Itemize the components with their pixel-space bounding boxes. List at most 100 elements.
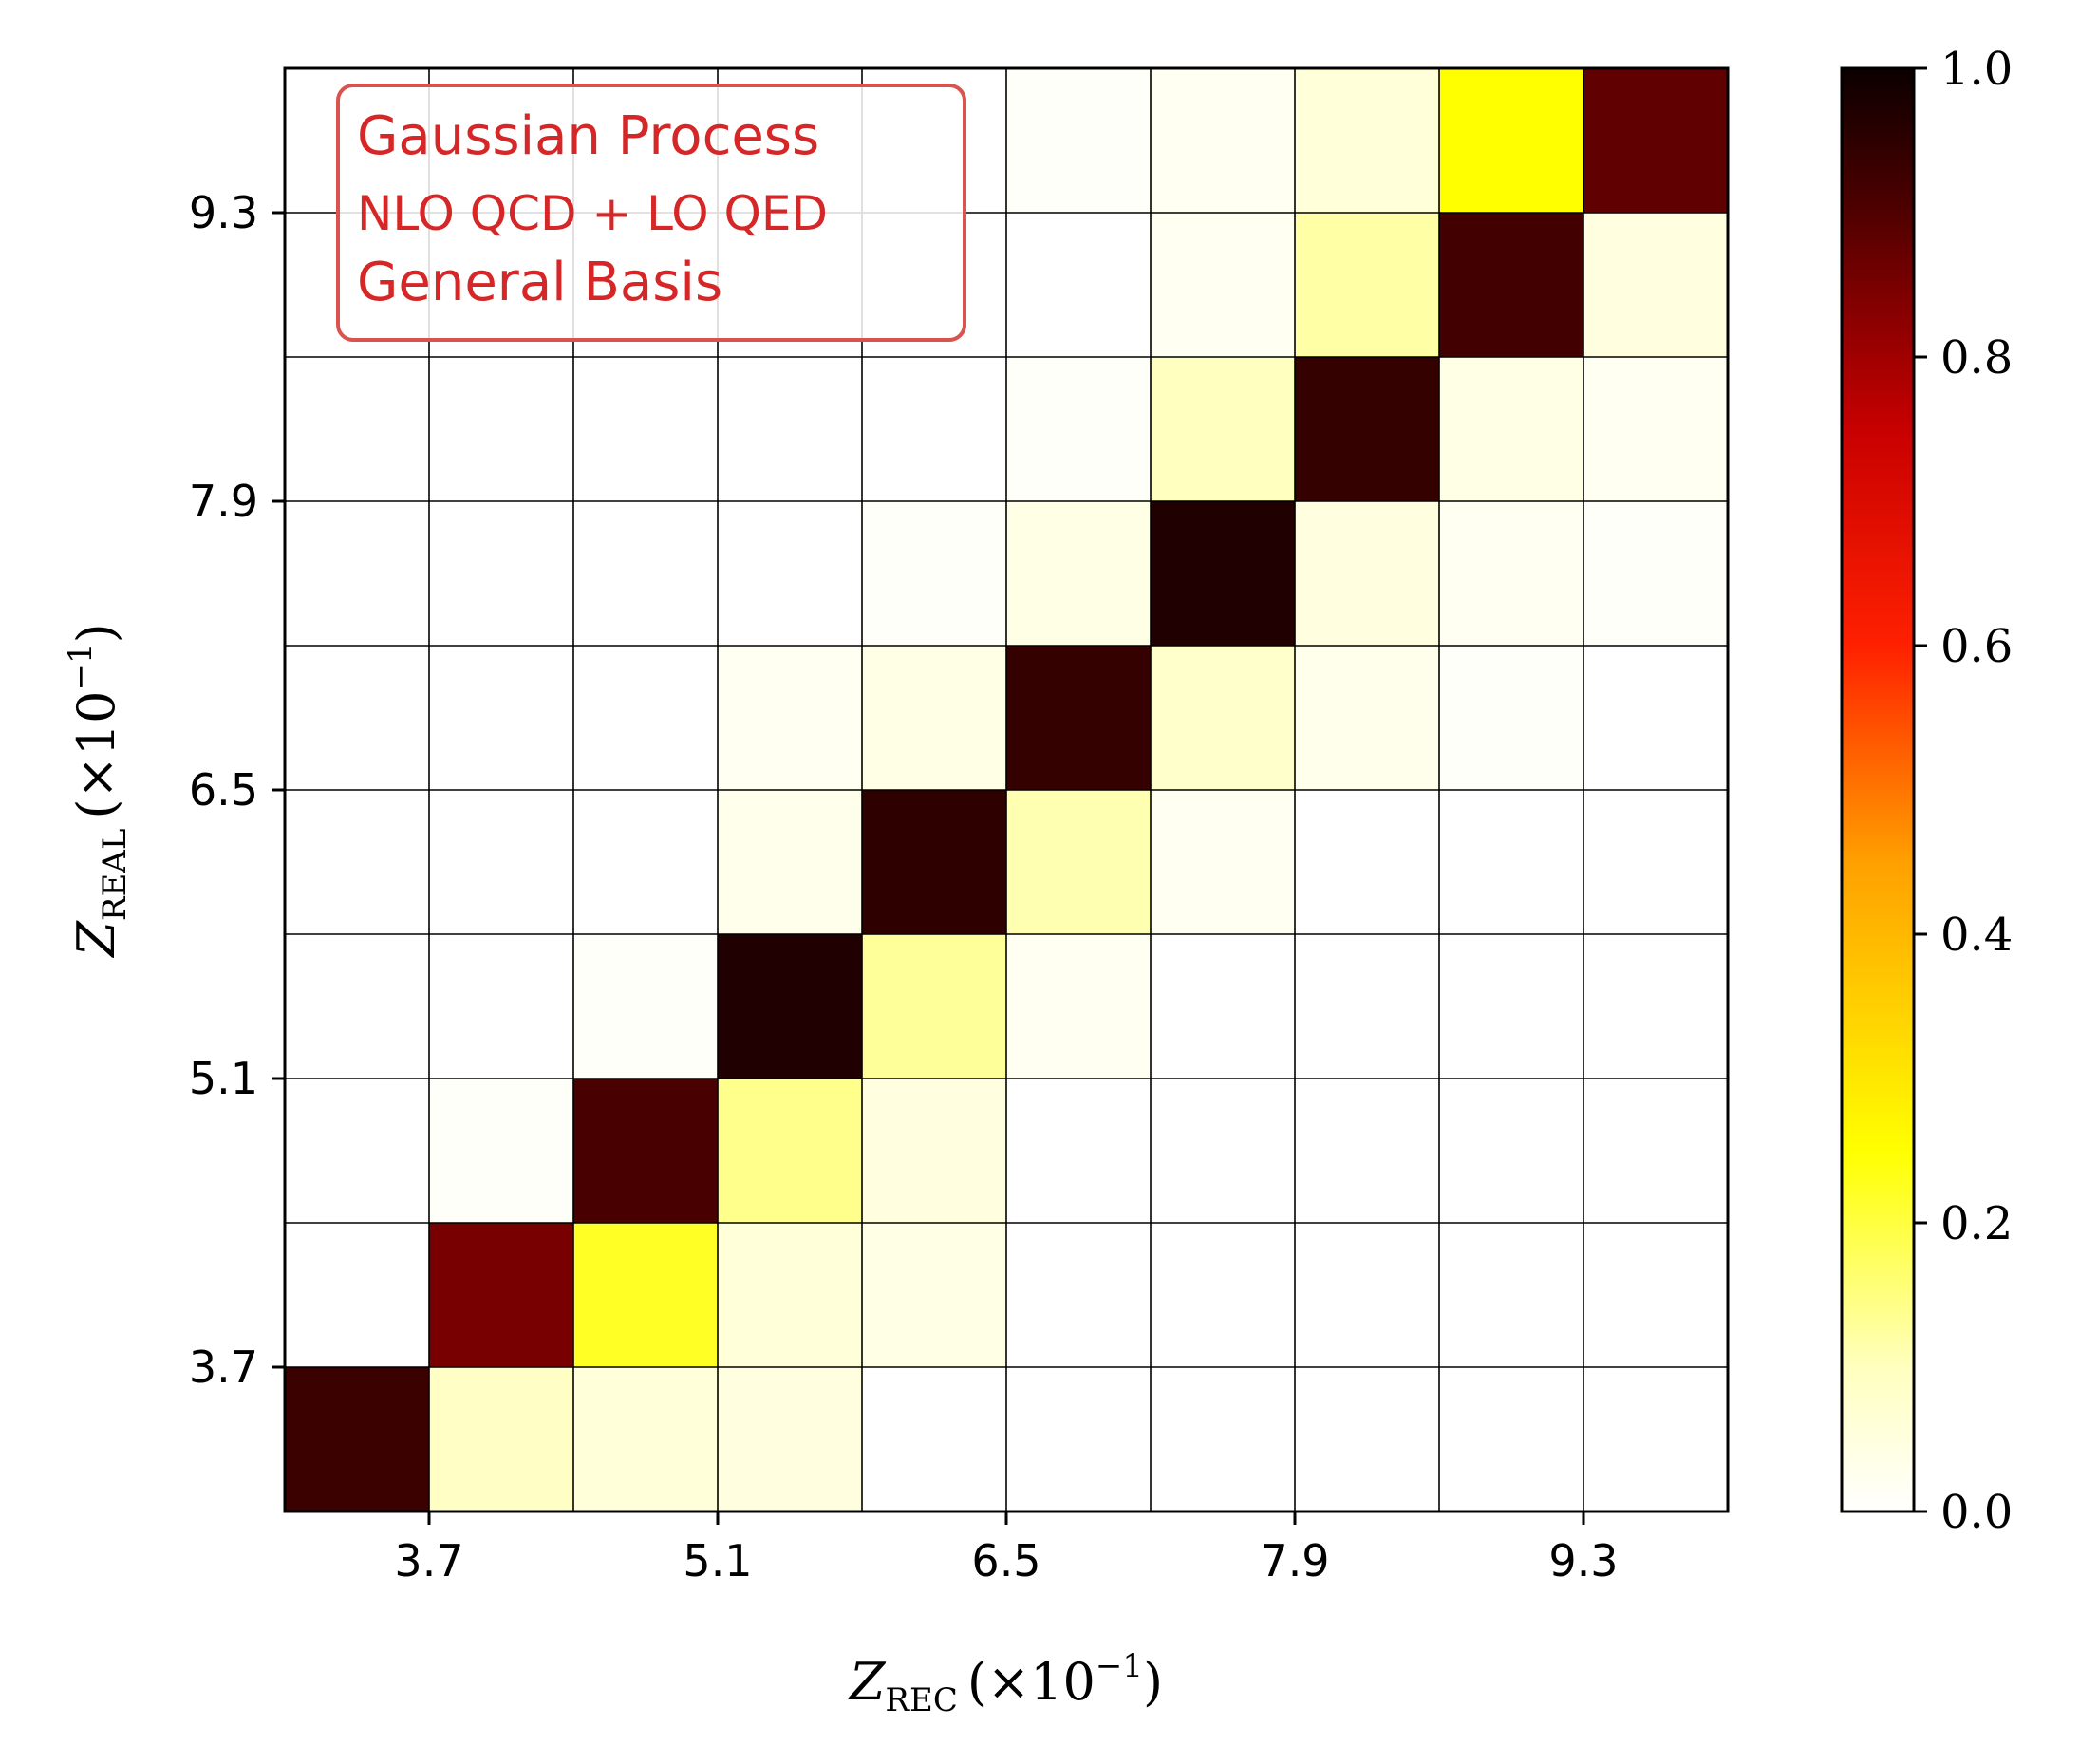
heatmap-cell <box>285 501 429 646</box>
grid-lines <box>285 68 1728 1511</box>
heatmap-cell <box>429 1223 573 1367</box>
heatmap-cell <box>1006 1079 1151 1223</box>
x-tick-label: 9.3 <box>1548 1535 1618 1586</box>
legend-line-3: General Basis <box>357 252 722 313</box>
heatmap-cell <box>1583 646 1728 790</box>
heatmap-cell <box>1006 1223 1151 1367</box>
colorbar: 0.0 0.2 0.4 0.6 0.8 1.0 <box>1840 43 2013 1539</box>
heatmap-cell <box>718 790 862 934</box>
heatmap-cell <box>1295 790 1439 934</box>
heatmap-cell <box>862 1367 1006 1511</box>
heatmap-cell <box>1583 213 1728 357</box>
heatmap-cell <box>573 646 718 790</box>
heatmap-cell <box>1006 68 1151 213</box>
heatmap-cell <box>1295 1223 1439 1367</box>
heatmap-cell <box>1151 68 1295 213</box>
y-tick-label: 7.9 <box>189 476 258 527</box>
heatmap-cell <box>862 1079 1006 1223</box>
heatmap-cell <box>1583 1079 1728 1223</box>
heatmap-cell <box>1151 934 1295 1079</box>
heatmap-cell <box>1151 790 1295 934</box>
heatmap-cell <box>1439 501 1583 646</box>
colorbar-tick-label: 0.2 <box>1940 1197 2013 1250</box>
heatmap-cell <box>718 646 862 790</box>
heatmap-cell <box>429 357 573 501</box>
heatmap-cell <box>1006 1367 1151 1511</box>
heatmap-cell <box>573 1079 718 1223</box>
x-tick-label: 5.1 <box>683 1535 752 1586</box>
heatmap-cell <box>1583 1223 1728 1367</box>
heatmap-cell <box>862 357 1006 501</box>
heatmap-cell <box>718 501 862 646</box>
x-axis-ticks: 3.7 5.1 6.5 7.9 9.3 <box>394 1511 1619 1586</box>
heatmap-cell <box>1439 213 1583 357</box>
colorbar-tick-label: 0.4 <box>1940 909 2013 962</box>
heatmap-cell <box>573 1223 718 1367</box>
heatmap-cell <box>1583 357 1728 501</box>
heatmap-cell <box>1151 1367 1295 1511</box>
heatmap-cell <box>1295 646 1439 790</box>
heatmap-cell <box>1583 1367 1728 1511</box>
heatmap-cell <box>429 646 573 790</box>
heatmap-cell <box>1439 68 1583 213</box>
heatmap-cell <box>1583 501 1728 646</box>
colorbar-gradient <box>1840 66 1916 1513</box>
heatmap-cell <box>1439 1223 1583 1367</box>
heatmap-cell <box>1295 357 1439 501</box>
heatmap-cell <box>1439 1079 1583 1223</box>
colorbar-ticks: 0.0 0.2 0.4 0.6 0.8 1.0 <box>1914 43 2013 1539</box>
heatmap-cell <box>1006 790 1151 934</box>
y-axis-title: ZREAL(×10−1) <box>62 623 134 958</box>
heatmap-cell <box>1151 357 1295 501</box>
legend-line-1: Gaussian Process <box>357 105 819 167</box>
heatmap-cell <box>429 934 573 1079</box>
heatmap-cell <box>718 357 862 501</box>
heatmap-cell <box>285 1079 429 1223</box>
heatmap-cell <box>1006 934 1151 1079</box>
heatmap-cell <box>718 1079 862 1223</box>
legend-line-2: NLO QCD + LO QED <box>357 186 828 241</box>
heatmap-cell <box>1006 357 1151 501</box>
heatmap-cell <box>285 934 429 1079</box>
heatmap-cell <box>1295 1367 1439 1511</box>
heatmap-cell <box>429 1367 573 1511</box>
y-tick-label: 5.1 <box>189 1053 258 1104</box>
heatmap-cell <box>1151 1223 1295 1367</box>
heatmap-cell <box>862 790 1006 934</box>
x-tick-label: 3.7 <box>394 1535 463 1586</box>
x-tick-label: 6.5 <box>971 1535 1040 1586</box>
heatmap-cell <box>1006 501 1151 646</box>
heatmap-cell <box>285 790 429 934</box>
colorbar-tick-label: 0.0 <box>1940 1486 2013 1539</box>
heatmap-cell <box>1439 934 1583 1079</box>
heatmap-cell <box>1583 934 1728 1079</box>
heatmap-cell <box>862 646 1006 790</box>
heatmap-cell <box>862 1223 1006 1367</box>
heatmap-cell <box>718 1223 862 1367</box>
heatmap-cell <box>718 1367 862 1511</box>
heatmap-cell <box>1439 790 1583 934</box>
y-tick-label: 3.7 <box>189 1342 258 1393</box>
heatmap-cell <box>1006 646 1151 790</box>
heatmap-cell <box>573 357 718 501</box>
heatmap-cell <box>1151 213 1295 357</box>
heatmap-cell <box>573 934 718 1079</box>
legend: Gaussian Process NLO QCD + LO QED Genera… <box>336 84 966 342</box>
colorbar-tick-label: 0.8 <box>1940 331 2013 385</box>
legend-box <box>336 84 966 342</box>
heatmap-cell <box>1439 357 1583 501</box>
heatmap-cell <box>1295 1079 1439 1223</box>
heatmap-cell <box>429 501 573 646</box>
y-axis-ticks: 3.7 5.1 6.5 7.9 9.3 <box>189 187 285 1393</box>
heatmap-cell <box>1439 1367 1583 1511</box>
heatmap-cell <box>573 1367 718 1511</box>
heatmap-cell <box>429 1079 573 1223</box>
heatmap-cell <box>285 1367 429 1511</box>
heatmap-cell <box>1151 501 1295 646</box>
heatmap-cell <box>285 646 429 790</box>
heatmap-cell <box>1151 1079 1295 1223</box>
colorbar-tick-label: 0.6 <box>1940 620 2013 673</box>
heatmap-cell <box>1151 646 1295 790</box>
y-tick-label: 6.5 <box>189 764 258 816</box>
